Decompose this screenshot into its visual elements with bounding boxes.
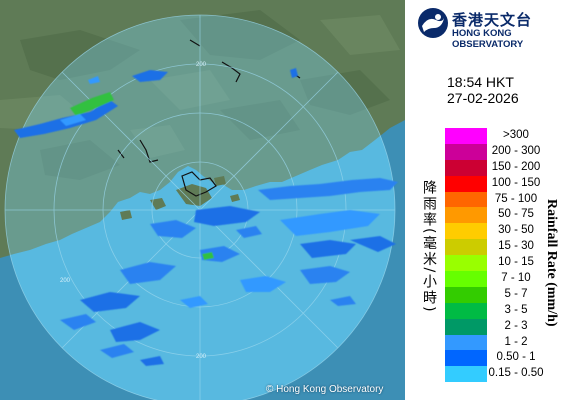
legend-bin-label: 150 - 200	[491, 160, 541, 173]
legend-bin-label: 0.50 - 1	[496, 351, 536, 364]
range-label-south: 200	[196, 354, 207, 360]
org-name-en: HONG KONG OBSERVATORY	[452, 28, 524, 50]
legend-swatch	[445, 318, 487, 335]
legend-swatches	[445, 128, 487, 383]
legend-bin-label: 5 - 7	[504, 287, 528, 300]
legend-bin-label: 200 - 300	[491, 144, 541, 157]
legend-swatch	[445, 366, 487, 383]
terrain-shade	[20, 10, 390, 180]
legend-swatch	[445, 334, 487, 351]
legend-swatch	[445, 302, 487, 319]
legend-bin-label: 50 - 75	[498, 208, 534, 221]
legend-swatch	[445, 223, 487, 240]
legend-bin-label: 100 - 150	[491, 176, 541, 189]
legend-bin-label: 10 - 15	[498, 256, 534, 269]
legend-swatch	[445, 207, 487, 224]
legend-bin-label: 30 - 50	[498, 224, 534, 237]
legend-title-cn: 降雨率(毫米/小時)	[421, 180, 437, 314]
legend-swatch	[445, 255, 487, 272]
legend-labels: >300 200 - 300 150 - 200 100 - 150 75 - 100 5…	[487, 128, 545, 382]
legend-swatch	[445, 128, 487, 144]
legend-swatch	[445, 191, 487, 208]
hko-emblem-icon	[418, 8, 448, 38]
copyright-credit: © Hong Kong Observatory	[266, 384, 384, 395]
legend-bin-label: 15 - 30	[498, 240, 534, 253]
legend-swatch	[445, 159, 487, 176]
legend-swatch	[445, 286, 487, 303]
legend-swatch	[445, 175, 487, 192]
radar-map: 200 200 200	[0, 0, 405, 400]
legend-bin-label: 0.15 - 0.50	[488, 367, 544, 380]
rain-echoes	[14, 68, 398, 366]
range-label-west: 200	[60, 278, 71, 284]
legend-title-en: Rainfall Rate (mm/h)	[544, 199, 559, 327]
legend-swatch	[445, 239, 487, 256]
range-label-north: 200	[196, 62, 207, 68]
info-panel: 香港天文台 HONG KONG OBSERVATORY 18:54 HKT 27…	[405, 0, 577, 400]
legend-bin-label: 7 - 10	[501, 272, 531, 285]
legend-bin-label: >300	[503, 129, 529, 141]
legend-swatch	[445, 350, 487, 367]
legend-bin-label: 1 - 2	[504, 335, 528, 348]
org-name-cn: 香港天文台	[452, 11, 533, 29]
legend-swatch	[445, 271, 487, 287]
legend-swatch	[445, 143, 487, 160]
observation-time: 18:54 HKT	[447, 74, 514, 90]
legend-bin-label: 75 - 100	[494, 192, 538, 205]
legend-bin-label: 2 - 3	[504, 319, 528, 332]
radar-map-svg: 200 200 200	[0, 0, 405, 400]
observation-date: 27-02-2026	[447, 90, 519, 106]
hko-logo: 香港天文台 HONG KONG OBSERVATORY	[410, 4, 577, 50]
legend-bin-label: 3 - 5	[504, 303, 528, 316]
